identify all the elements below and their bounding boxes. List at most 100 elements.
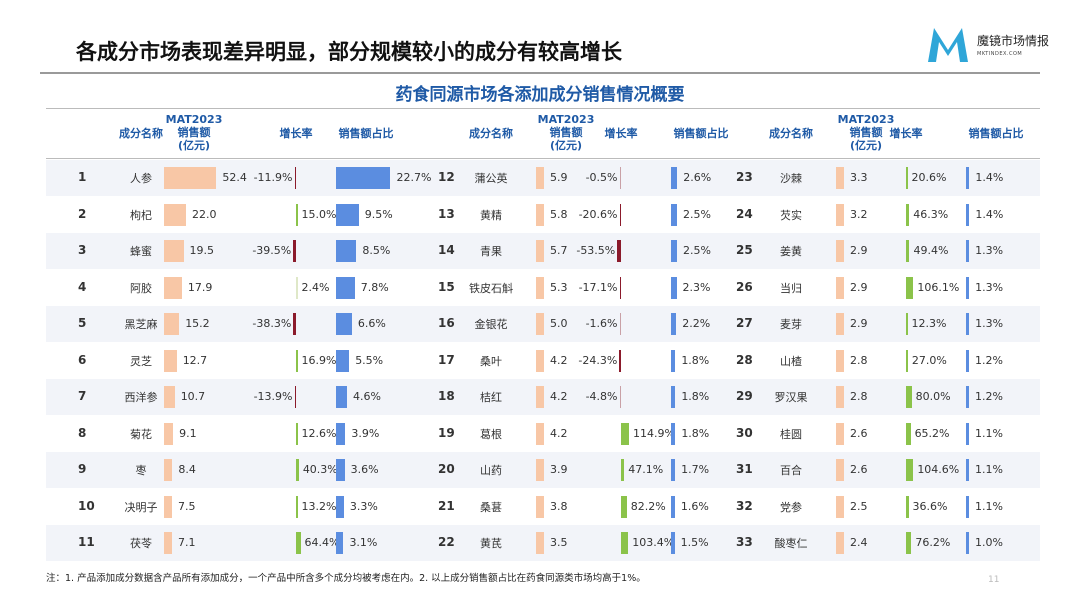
header-growth: 增长率	[604, 127, 638, 140]
share-bar	[671, 313, 677, 335]
rank: 6	[78, 352, 87, 367]
ingredient-name: 当归	[780, 281, 802, 295]
share-value: 8.5%	[362, 244, 391, 257]
sales-value: 3.2	[850, 207, 868, 221]
share-value: 1.4%	[975, 171, 1004, 184]
table-row: 11 茯苓 7.1 64.4% 3.1% 22 黄芪 3.5 103.4% 1.5% 33 酸枣仁 2.…	[46, 525, 1040, 561]
growth-value: -17.1%	[578, 280, 618, 294]
growth-value: 104.6%	[917, 463, 960, 476]
rank: 12	[438, 170, 455, 184]
share-bar	[336, 167, 391, 189]
share-value: 1.5%	[680, 536, 709, 549]
header-name: 成分名称	[469, 127, 513, 140]
sales-value: 17.9	[187, 280, 213, 294]
ingredient-name: 黄芪	[480, 537, 502, 550]
table-row: 10 决明子 7.5 13.2% 3.3% 21 桑葚 3.8 82.2% 1.6% 32 党参 2.5…	[46, 489, 1040, 525]
table-row: 3 蜂蜜 19.5 -39.5% 8.5% 14 青果 5.7 -53.5% 2.5% 25 姜黄 2.…	[46, 233, 1040, 269]
table-row: 9 枣 8.4 40.3% 3.6% 20 山药 3.9 47.1% 1.7% 31 百合 2.6 104…	[46, 452, 1040, 488]
growth-value: 46.3%	[913, 207, 949, 221]
share-value: 1.8%	[681, 390, 710, 403]
sales-bar	[836, 386, 844, 408]
sales-bar	[836, 240, 844, 262]
share-bar	[966, 532, 969, 554]
share-value: 5.5%	[355, 353, 384, 367]
growth-value: 27.0%	[911, 353, 947, 367]
share-value: 9.5%	[364, 207, 393, 221]
growth-bar	[906, 386, 912, 408]
sales-value: 19.5	[189, 244, 215, 257]
ingredient-name: 黑芝麻	[124, 318, 158, 331]
share-bar	[336, 459, 345, 481]
ingredient-name: 姜黄	[780, 245, 802, 258]
rank: 2	[78, 206, 87, 221]
growth-value: -38.3%	[252, 317, 292, 330]
growth-value: -20.6%	[578, 207, 618, 221]
growth-value: -53.5%	[576, 244, 616, 257]
share-value: 1.8%	[681, 426, 710, 440]
sales-value: 10.7	[180, 390, 206, 403]
growth-value: 12.3%	[911, 317, 947, 330]
growth-bar	[296, 203, 298, 226]
sales-bar	[164, 422, 174, 445]
rank: 7	[78, 389, 87, 403]
rank: 18	[438, 389, 455, 403]
growth-value: 65.2%	[914, 426, 950, 440]
share-bar	[966, 167, 970, 189]
ingredient-name: 芡实	[780, 208, 802, 222]
rank: 21	[438, 498, 455, 513]
sales-value: 52.4	[222, 171, 247, 184]
growth-bar	[293, 313, 296, 335]
sales-bar	[536, 422, 544, 445]
rank: 20	[438, 462, 455, 476]
header-sales-line: 销售额	[177, 126, 211, 139]
growth-value: 16.9%	[301, 353, 337, 367]
share-value: 3.3%	[349, 499, 378, 513]
share-value: 3.1%	[349, 536, 378, 549]
share-bar	[336, 349, 350, 372]
share-bar	[336, 203, 359, 226]
share-value: 1.1%	[975, 499, 1003, 513]
footnote: 注：1. 产品添加成分数据含产品所有添加成分，一个产品中所含多个成分均被考虑在内…	[46, 573, 646, 584]
growth-bar	[293, 240, 296, 262]
growth-bar	[621, 459, 625, 481]
rank: 17	[438, 352, 455, 367]
rank: 31	[736, 462, 753, 476]
rank: 24	[736, 206, 753, 221]
share-bar	[336, 532, 344, 554]
growth-value: 64.4%	[304, 536, 340, 549]
rank: 25	[736, 243, 753, 257]
share-value: 1.2%	[975, 390, 1003, 403]
growth-value: -39.5%	[252, 244, 292, 257]
share-bar	[671, 386, 676, 408]
divider	[46, 108, 1040, 109]
ingredient-name: 山药	[480, 464, 502, 477]
slide-title: 各成分市场表现差异明显，部分规模较小的成分有较高增长	[76, 40, 622, 64]
rank: 33	[736, 535, 753, 549]
sales-value: 2.8	[850, 390, 868, 403]
table-title: 药食同源市场各添加成分销售情况概要	[395, 85, 685, 105]
sales-bar	[836, 349, 844, 372]
growth-value: 106.1%	[917, 280, 960, 294]
share-value: 1.8%	[681, 353, 710, 367]
share-bar	[966, 495, 969, 518]
header-sales: MAT2023 销售额 (亿元)	[831, 113, 901, 152]
ingredient-name: 罗汉果	[774, 391, 808, 404]
sales-bar	[536, 386, 544, 408]
growth-bar	[621, 422, 630, 445]
growth-value: 40.3%	[302, 463, 338, 476]
growth-value: 80.0%	[915, 390, 951, 403]
growth-bar	[296, 495, 298, 518]
share-value: 1.1%	[975, 426, 1003, 440]
share-bar	[966, 386, 969, 408]
ingredient-name: 山楂	[780, 354, 802, 368]
growth-value: 36.6%	[912, 499, 948, 513]
share-bar	[966, 203, 970, 226]
header-name: 成分名称	[119, 127, 163, 140]
share-value: 2.3%	[682, 280, 711, 294]
rank: 22	[438, 535, 455, 549]
sales-bar	[536, 313, 544, 335]
share-bar	[966, 313, 970, 335]
sales-bar	[836, 167, 844, 189]
growth-bar	[906, 167, 908, 189]
growth-value: 82.2%	[630, 499, 666, 513]
